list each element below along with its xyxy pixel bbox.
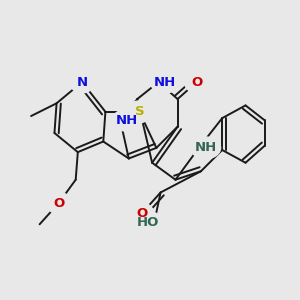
Ellipse shape — [46, 192, 71, 214]
Ellipse shape — [191, 137, 220, 159]
Text: O: O — [53, 196, 64, 210]
Text: O: O — [191, 76, 202, 88]
Ellipse shape — [112, 110, 142, 131]
Ellipse shape — [133, 211, 162, 233]
Ellipse shape — [184, 71, 209, 93]
Text: NH: NH — [116, 114, 138, 127]
Text: N: N — [76, 76, 88, 88]
Text: HO: HO — [136, 216, 159, 229]
Text: O: O — [136, 207, 147, 220]
Ellipse shape — [129, 203, 154, 225]
Ellipse shape — [150, 71, 180, 93]
Ellipse shape — [70, 71, 94, 93]
Text: NH: NH — [194, 141, 217, 154]
Ellipse shape — [127, 101, 152, 123]
Text: S: S — [135, 105, 144, 118]
Text: NH: NH — [154, 76, 176, 88]
